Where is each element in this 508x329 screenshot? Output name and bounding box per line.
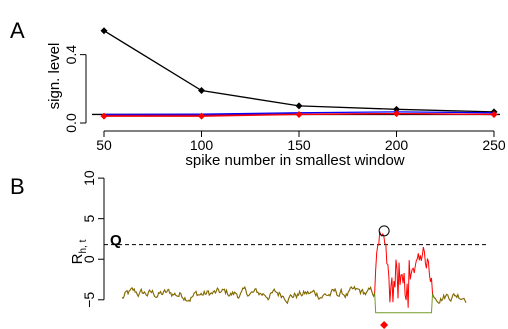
threshold-label: Q	[110, 232, 122, 249]
panel-a-x-tick-label: 200	[385, 137, 409, 153]
peak-circle	[378, 225, 390, 237]
panel-a-point	[393, 110, 400, 118]
panel-b-label: B	[10, 174, 25, 199]
panel-b-ylabel: Rh, t	[69, 239, 89, 264]
rht-trace-green	[121, 285, 467, 314]
panel-a-point	[295, 102, 303, 110]
panel-b-ylabel-sub: h, t	[78, 239, 89, 253]
panel-a-label: A	[10, 18, 25, 43]
panel-a-point	[198, 87, 205, 95]
panel-a-x-tick-label: 250	[482, 137, 506, 153]
panel-a-point	[393, 105, 400, 113]
panel-a-x-tick-label: 100	[190, 137, 214, 153]
panel-a: A sign. level spike number in smallest w…	[10, 18, 506, 169]
panel-a-point	[100, 27, 108, 35]
panel-a-y-tick-label: 0.0	[63, 113, 79, 133]
panel-a-xlabel: spike number in smallest window	[185, 152, 404, 169]
panel-a-point	[198, 112, 205, 120]
panel-b-y-tick-label: 0	[81, 255, 97, 263]
panel-b-y-tick-label: −5	[81, 292, 97, 308]
panel-a-y-tick-label: 0.4	[63, 45, 79, 65]
panel-a-point	[100, 112, 108, 120]
panel-b-y-tick-label: 10	[81, 170, 97, 186]
panel-a-ylabel: sign. level	[46, 43, 63, 110]
panel-a-point	[490, 110, 498, 118]
panel-a-x-tick-label: 50	[96, 137, 112, 153]
panel-b-y-tick-label: 5	[81, 215, 97, 223]
panel-b: B Rh, t −5 0 5 10 Q	[10, 170, 486, 329]
peak-position-marker	[380, 321, 389, 329]
panel-b-ylabel-main: R	[69, 253, 86, 264]
panel-a-series-line	[103, 30, 495, 113]
panel-a-x-tick-label: 150	[287, 137, 311, 153]
panel-a-point	[295, 110, 303, 118]
